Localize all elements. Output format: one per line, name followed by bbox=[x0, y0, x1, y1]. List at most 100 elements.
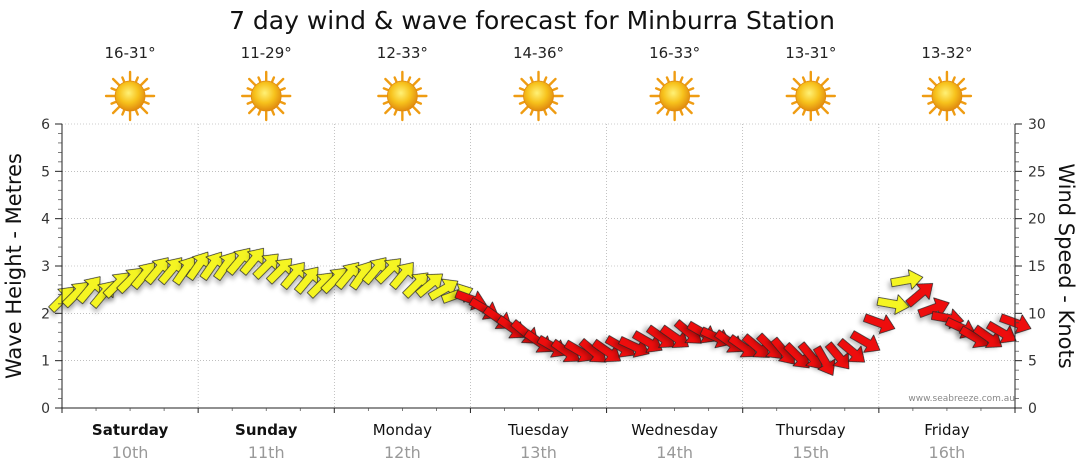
sun-ray bbox=[687, 100, 695, 105]
sun-ray bbox=[656, 105, 666, 115]
day-weather-row: 16-31° Saturday 10th 11-29° Sunday 11th 12-33°… bbox=[92, 44, 973, 462]
right-tick-label: 0 bbox=[1028, 401, 1037, 417]
sun-ray bbox=[665, 108, 671, 116]
day-temperature: 12-33° bbox=[377, 44, 428, 62]
sun-ray bbox=[139, 77, 149, 87]
sun-ray bbox=[679, 76, 684, 84]
sun-ray bbox=[951, 108, 956, 116]
sun-ray bbox=[823, 87, 831, 92]
sun-ray bbox=[142, 100, 150, 105]
right-tick-label: 5 bbox=[1028, 354, 1037, 370]
sun-disc bbox=[931, 80, 963, 112]
day-date: 14th bbox=[656, 443, 693, 462]
sun-ray bbox=[928, 77, 938, 87]
sun-icon bbox=[241, 70, 292, 122]
sun-disc bbox=[659, 80, 691, 112]
wind-arrow bbox=[76, 276, 101, 305]
sun-ray bbox=[801, 76, 807, 84]
sun-ray bbox=[518, 87, 526, 92]
sun-ray bbox=[654, 87, 662, 92]
sun-ray bbox=[257, 76, 262, 84]
sun-ray bbox=[927, 100, 935, 105]
sun-ray bbox=[823, 100, 831, 105]
sun-ray bbox=[246, 100, 254, 105]
sun-ray bbox=[406, 108, 412, 116]
sun-ray bbox=[384, 77, 393, 87]
right-tick-label: 15 bbox=[1028, 259, 1046, 275]
sun-ray bbox=[248, 77, 257, 87]
sun-ray bbox=[927, 87, 935, 92]
sun-ray bbox=[547, 105, 557, 115]
sun-icon bbox=[104, 70, 156, 122]
sun-ray bbox=[275, 105, 285, 115]
wind-arrow bbox=[905, 283, 934, 308]
sun-ray bbox=[110, 87, 118, 92]
day-temperature: 13-31° bbox=[785, 44, 836, 62]
credit-text: www.seabreeze.com.au bbox=[908, 394, 1015, 404]
sun-ray bbox=[547, 77, 557, 87]
day-name: Wednesday bbox=[631, 421, 718, 439]
chart-title: 7 day wind & wave forecast for Minburra … bbox=[229, 6, 835, 35]
sun-ray bbox=[518, 100, 526, 105]
sun-ray bbox=[665, 76, 671, 84]
day-date: 12th bbox=[384, 443, 421, 462]
sun-ray bbox=[393, 108, 398, 116]
day-date: 16th bbox=[929, 443, 966, 462]
sun-ray bbox=[246, 87, 254, 92]
sun-ray bbox=[956, 77, 966, 87]
wind-arrow bbox=[849, 330, 881, 353]
wind-arrows bbox=[48, 247, 1032, 376]
sun-ray bbox=[278, 100, 286, 105]
sun-ray bbox=[815, 76, 820, 84]
day-date: 15th bbox=[792, 443, 829, 462]
sun-ray bbox=[956, 105, 966, 115]
sun-disc bbox=[523, 80, 554, 112]
sun-ray bbox=[406, 76, 412, 84]
sun-icon bbox=[785, 70, 836, 122]
day-date: 13th bbox=[520, 443, 557, 462]
sun-ray bbox=[654, 100, 662, 105]
sun-ray bbox=[121, 108, 126, 116]
sun-ray bbox=[687, 87, 695, 92]
sun-ray bbox=[684, 105, 693, 115]
sun-ray bbox=[792, 105, 802, 115]
sun-icon bbox=[377, 70, 428, 122]
sun-ray bbox=[110, 100, 118, 105]
left-tick-label: 6 bbox=[41, 117, 50, 133]
day-name: Saturday bbox=[92, 421, 169, 439]
sun-ray bbox=[791, 100, 799, 105]
sun-ray bbox=[820, 105, 829, 115]
sun-ray bbox=[529, 108, 534, 116]
sun-ray bbox=[938, 76, 943, 84]
left-tick-label: 2 bbox=[41, 306, 50, 322]
sun-ray bbox=[393, 76, 398, 84]
day-date: 11th bbox=[248, 443, 285, 462]
day-name: Monday bbox=[373, 421, 432, 439]
wind-arrow bbox=[876, 294, 910, 315]
sun-ray bbox=[275, 77, 285, 87]
sun-ray bbox=[111, 77, 121, 87]
sun-ray bbox=[801, 108, 807, 116]
wind-arrow bbox=[890, 269, 924, 290]
sun-ray bbox=[121, 76, 126, 84]
chart-axes: 0 1 2 3 4 5 6 0 5 10 15 20 25 30 bbox=[41, 117, 1046, 417]
sun-ray bbox=[684, 77, 693, 87]
left-axis-label: Wave Height - Metres bbox=[2, 153, 26, 379]
right-tick-label: 20 bbox=[1028, 212, 1046, 228]
sun-ray bbox=[520, 77, 530, 87]
left-tick-label: 1 bbox=[41, 354, 50, 370]
right-tick-label: 25 bbox=[1028, 164, 1046, 180]
sun-ray bbox=[551, 100, 559, 105]
sun-ray bbox=[278, 87, 286, 92]
wind-arrow bbox=[837, 338, 865, 363]
wind-arrow bbox=[280, 262, 305, 290]
sun-ray bbox=[543, 108, 548, 116]
day-temperature: 11-29° bbox=[241, 44, 292, 62]
day-name: Friday bbox=[924, 421, 970, 439]
sun-icon bbox=[649, 70, 700, 122]
sun-ray bbox=[543, 76, 548, 84]
right-axis-label: Wind Speed - Knots bbox=[1054, 163, 1078, 368]
wind-arrow bbox=[389, 262, 414, 290]
sun-ray bbox=[382, 87, 390, 92]
sun-icon bbox=[921, 70, 973, 122]
